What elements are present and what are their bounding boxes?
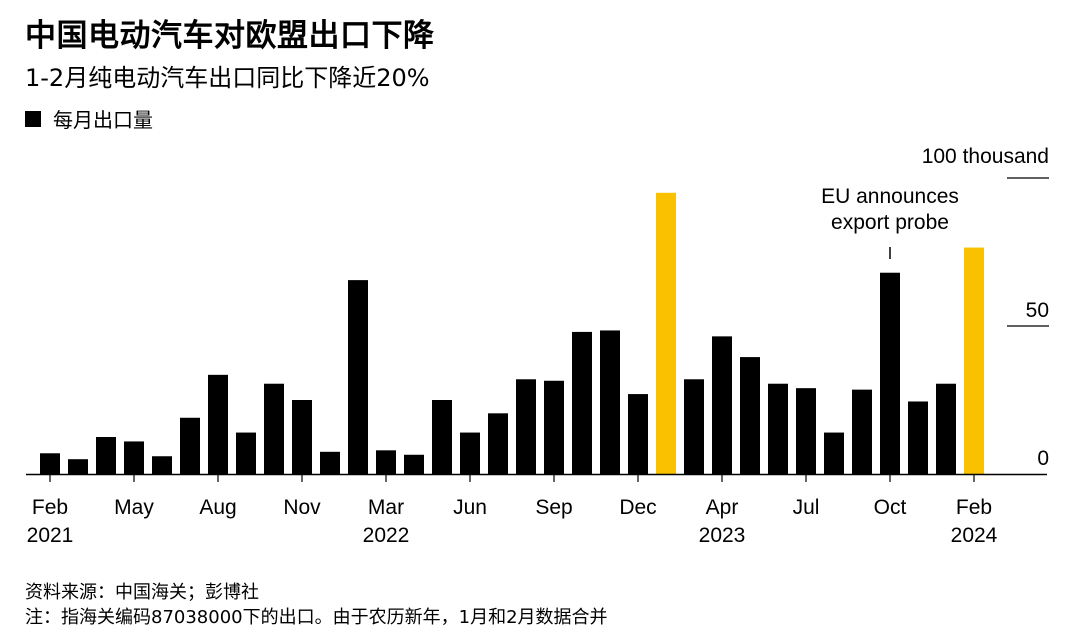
bar xyxy=(516,379,536,474)
bar xyxy=(768,383,788,474)
bar xyxy=(852,389,872,474)
bar xyxy=(236,432,256,474)
bar xyxy=(124,441,144,474)
x-tick-label: Feb xyxy=(956,496,992,519)
legend-label: 每月出口量 xyxy=(53,108,153,132)
bar xyxy=(432,400,452,474)
bar xyxy=(796,388,816,474)
bar xyxy=(460,432,480,474)
annotation-text: EU announces xyxy=(821,185,959,208)
bar xyxy=(880,272,900,474)
x-tick-label: Nov xyxy=(283,496,321,519)
y-tick-label: 0 xyxy=(1037,447,1049,470)
x-tick-year: 2023 xyxy=(699,524,746,547)
y-unit-label: 100 thousand xyxy=(922,145,1049,168)
bar xyxy=(684,379,704,474)
x-tick-label: Aug xyxy=(199,496,236,519)
y-tick-label: 50 xyxy=(1026,299,1049,322)
bar xyxy=(628,394,648,474)
chart-subtitle: 1-2月纯电动汽车出口同比下降近20% xyxy=(25,64,430,92)
x-tick-year: 2024 xyxy=(951,524,998,547)
bar-chart: Feb 2021 May Aug Nov Mar 2022 Jun Sep Dec Apr 2023 J… xyxy=(26,145,1049,547)
legend-swatch xyxy=(25,110,41,127)
bar xyxy=(180,417,200,474)
x-tick-year: 2022 xyxy=(363,524,410,547)
bar xyxy=(68,459,88,474)
x-tick-label: Sep xyxy=(535,496,572,519)
bar xyxy=(96,437,116,474)
bar xyxy=(908,401,928,474)
bar xyxy=(264,383,284,474)
bar xyxy=(824,432,844,474)
bar xyxy=(376,450,396,474)
x-tick-label: Mar xyxy=(368,496,404,519)
x-tick-label: May xyxy=(114,496,154,519)
bar xyxy=(292,400,312,474)
bar xyxy=(544,380,564,474)
annotation-text: export probe xyxy=(831,211,949,234)
x-tick-year: 2021 xyxy=(27,524,74,547)
bar xyxy=(404,454,424,474)
bar xyxy=(936,383,956,474)
bar xyxy=(152,456,172,474)
x-tick-label: Oct xyxy=(874,496,907,519)
bar xyxy=(712,336,732,474)
x-tick-label: Apr xyxy=(706,496,739,519)
x-tick-label: Feb xyxy=(32,496,68,519)
source-text: 资料来源：中国海关；彭博社 xyxy=(25,582,259,603)
bar xyxy=(40,453,60,474)
x-tick-label: Dec xyxy=(619,496,656,519)
bar xyxy=(600,330,620,474)
x-tick-label: Jun xyxy=(453,496,487,519)
bar xyxy=(656,192,676,475)
bar xyxy=(348,280,368,474)
note-text: 注：指海关编码87038000下的出口。由于农历新年，1月和2月数据合并 xyxy=(25,607,608,628)
chart-title: 中国电动汽车对欧盟出口下降 xyxy=(25,18,435,54)
bar xyxy=(320,451,340,474)
bar xyxy=(488,413,508,474)
bar xyxy=(740,357,760,474)
bar xyxy=(208,374,228,474)
bar xyxy=(572,331,592,474)
legend: 每月出口量 xyxy=(25,104,153,133)
bar xyxy=(964,247,984,474)
x-tick-label: Jul xyxy=(793,496,820,519)
